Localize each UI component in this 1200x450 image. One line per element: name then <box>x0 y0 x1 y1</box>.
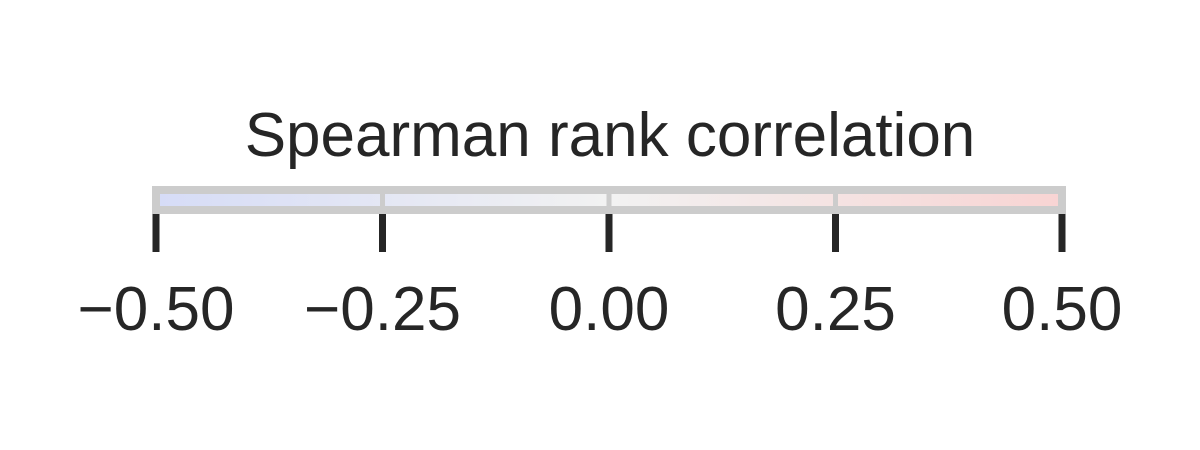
colorbar-tick-label: 0.50 <box>1002 275 1123 344</box>
colorbar-frame <box>152 186 1066 214</box>
colorbar-title: Spearman rank correlation <box>245 101 976 170</box>
colorbar-tick-label: −0.25 <box>304 275 461 344</box>
colorbar-tick-label: −0.50 <box>78 275 235 344</box>
colorbar-ticks: −0.50 −0.25 0.00 0.25 0.50 <box>78 214 1123 344</box>
colorbar-tick-label: 0.25 <box>775 275 896 344</box>
colorbar-tick-label: 0.00 <box>549 275 670 344</box>
colorbar-body <box>152 186 1066 214</box>
